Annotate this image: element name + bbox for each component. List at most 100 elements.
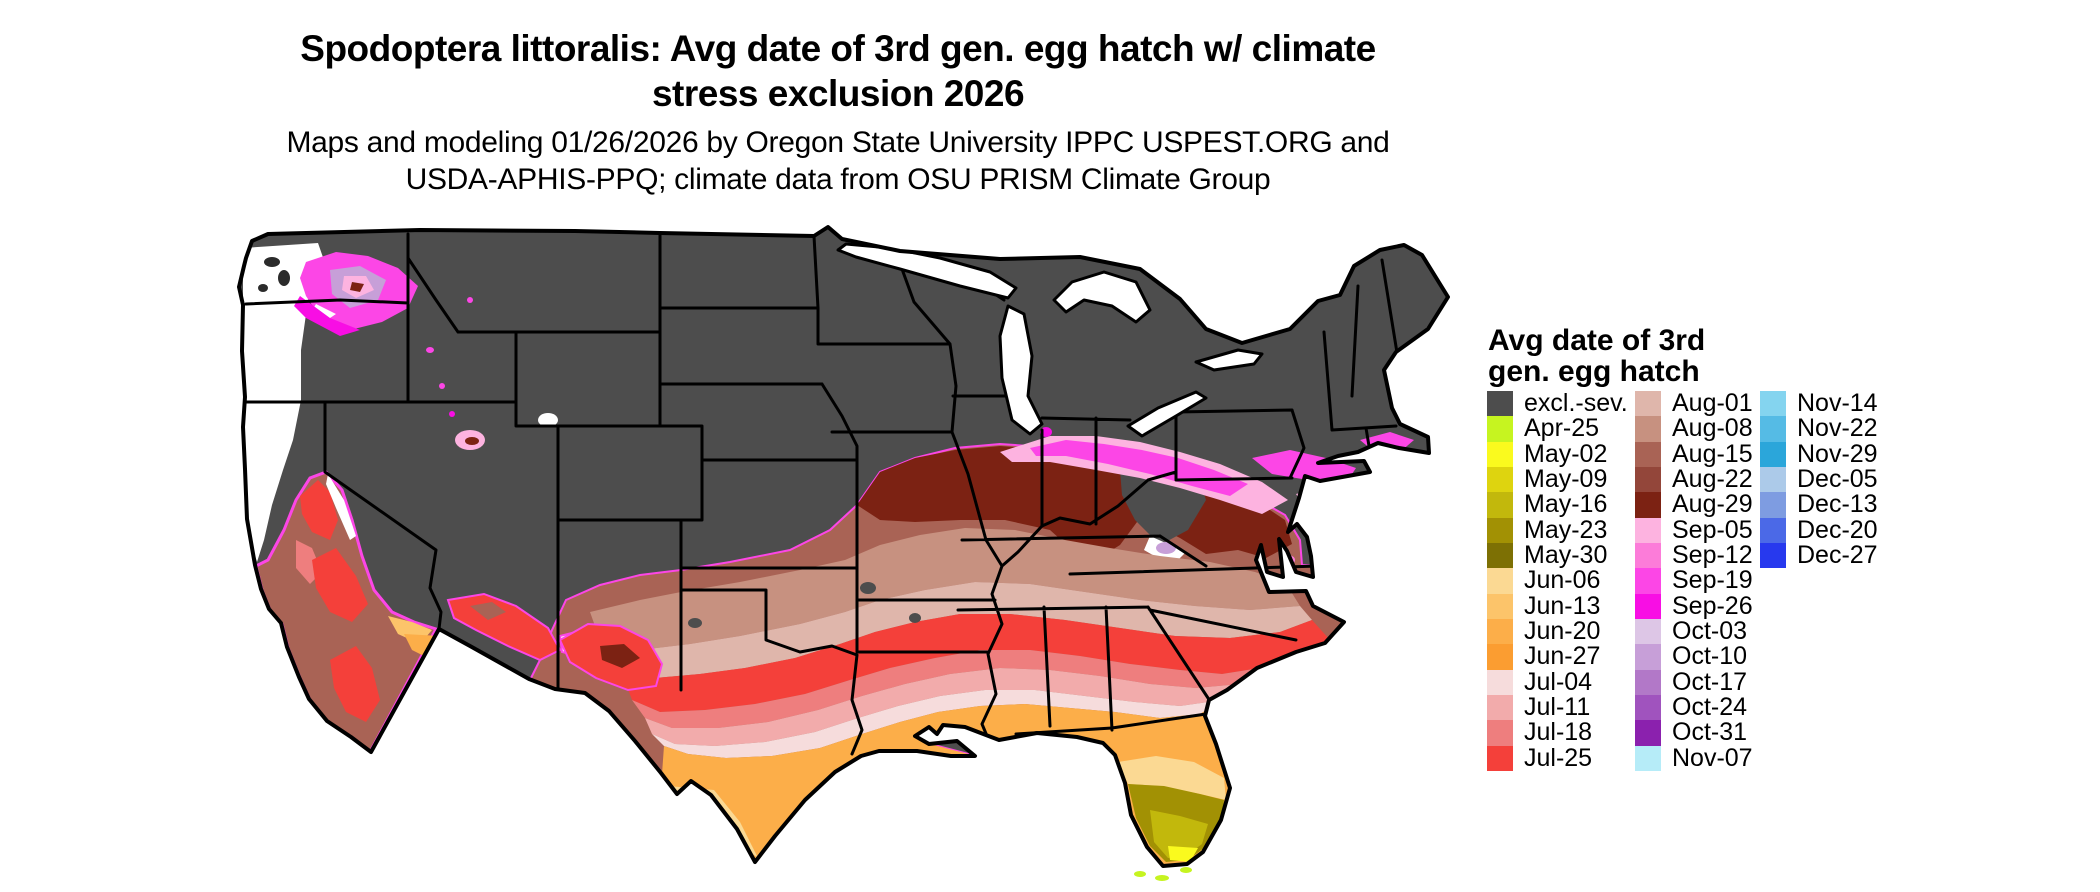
- legend-swatch: [1487, 694, 1513, 721]
- legend-label: Nov-29: [1797, 439, 1878, 468]
- legend-swatch: [1760, 492, 1786, 518]
- legend-swatch: [1635, 669, 1661, 695]
- legend-label: Dec-05: [1797, 465, 1878, 494]
- legend-entry: Nov-14: [1760, 391, 1878, 417]
- legend-entry: Jul-25: [1487, 745, 1628, 771]
- legend-swatch: [1635, 644, 1661, 670]
- legend-entry: Dec-20: [1760, 515, 1878, 544]
- legend-label: Jul-11: [1524, 693, 1591, 722]
- legend-label: Jun-20: [1524, 617, 1601, 646]
- legend-entry: Sep-05: [1635, 517, 1753, 543]
- legend-label: Aug-15: [1672, 439, 1753, 468]
- legend-label: Oct-31: [1672, 718, 1748, 747]
- legend-label: Nov-22: [1797, 414, 1878, 443]
- lake-michigan: [998, 304, 1044, 436]
- legend-label: Dec-27: [1797, 541, 1878, 570]
- legend-swatch: [1635, 466, 1661, 493]
- legend-swatch: [1635, 720, 1661, 746]
- legend-entry: Aug-15: [1635, 439, 1753, 468]
- legend-label: Dec-20: [1797, 515, 1878, 544]
- legend-label: Jun-13: [1524, 591, 1601, 620]
- legend-entry: Aug-29: [1635, 490, 1753, 519]
- legend-swatch: [1487, 669, 1513, 695]
- map-region-excl-spot: [909, 613, 921, 623]
- map-region-jul04-band: [652, 690, 1222, 758]
- legend-label: Jun-06: [1524, 566, 1601, 595]
- legend-swatch: [1487, 618, 1513, 645]
- map-subtitle: Maps and modeling 01/26/2026 by Oregon S…: [188, 124, 1488, 198]
- legend-entry: Sep-19: [1635, 566, 1753, 595]
- map-speck: [449, 411, 455, 417]
- florida-keys: [1155, 875, 1169, 881]
- map-region-ca-valley-south: [312, 548, 368, 622]
- map-region-ca-valley-north: [300, 480, 338, 540]
- map-region-nv-pocket-core: [465, 437, 479, 445]
- legend-swatch: [1487, 492, 1513, 518]
- us-outline: [237, 225, 1450, 868]
- legend-swatch: [1487, 568, 1513, 594]
- legend-entry: May-02: [1487, 441, 1628, 467]
- legend-label: Sep-12: [1672, 541, 1753, 570]
- legend-swatch: [1635, 568, 1661, 594]
- legend-title-line-1: Avg date of 3rd: [1488, 324, 1706, 357]
- legend-label: Aug-01: [1672, 389, 1753, 418]
- legend-swatch: [1635, 416, 1661, 442]
- legend-swatch: [1635, 542, 1661, 569]
- map-fills: [239, 227, 1448, 866]
- map-region-pnw-magenta-strip: [294, 296, 360, 336]
- map-region-jul11-band: [645, 668, 1240, 746]
- map-region-fl-olive2: [1150, 810, 1208, 858]
- legend-entry: Sep-12: [1635, 541, 1753, 570]
- legend-entry: Oct-17: [1635, 667, 1753, 696]
- legend-swatch: [1487, 416, 1513, 442]
- legend-label: Jun-27: [1524, 642, 1601, 671]
- legend-entry: Dec-05: [1760, 465, 1878, 494]
- legend-entry: Nov-07: [1635, 745, 1753, 771]
- legend-swatch: [1487, 441, 1513, 467]
- legend-swatch: [1760, 391, 1786, 417]
- legend-entry: May-16: [1487, 492, 1628, 518]
- legend-entry: Jun-27: [1487, 642, 1628, 671]
- legend-label: Jul-04: [1524, 667, 1593, 696]
- legend-swatch: [1635, 391, 1661, 417]
- title-line-1: Spodoptera littoralis: Avg date of 3rd g…: [300, 28, 1376, 69]
- legend-entry: Nov-29: [1760, 439, 1878, 468]
- legend-entry: Jul-18: [1487, 720, 1628, 746]
- lake-erie: [1126, 390, 1208, 438]
- legend-swatch: [1487, 745, 1513, 771]
- map-region-sep19-blobs: [1030, 440, 1248, 496]
- legend-swatch: [1635, 694, 1661, 721]
- legend-swatch: [1487, 517, 1513, 543]
- legend-entry: Aug-08: [1635, 416, 1753, 442]
- map-region-sep19-pa: [1252, 450, 1356, 486]
- puget-sound-detail: [258, 284, 268, 292]
- subtitle-line-2: USDA-APHIS-PPQ; climate data from OSU PR…: [405, 163, 1271, 196]
- map-region-fl-yellow-tip: [1168, 846, 1198, 862]
- legend-label: Sep-19: [1672, 566, 1753, 595]
- legend-title-line-2: gen. egg hatch: [1488, 355, 1700, 388]
- legend-entry: Jul-04: [1487, 667, 1628, 696]
- legend-label: Oct-03: [1672, 617, 1748, 646]
- map-region-salt-lake: [538, 413, 558, 427]
- map-speck: [426, 347, 434, 353]
- map-region-az-brown: [470, 602, 506, 620]
- lake-huron: [1052, 270, 1152, 324]
- legend-title: Avg date of 3rd gen. egg hatch: [1488, 325, 1705, 387]
- legend-entry: Jul-11: [1487, 693, 1628, 722]
- map-region-pnw-brown-speck: [350, 282, 364, 292]
- legend-swatch: [1635, 618, 1661, 645]
- legend-swatch: [1760, 466, 1786, 493]
- legend-entry: Aug-22: [1635, 466, 1753, 493]
- legend-label: Oct-17: [1672, 667, 1748, 696]
- legend-entry: Aug-01: [1635, 389, 1753, 418]
- map-region-sierra-white: [326, 474, 356, 540]
- legend-label: Oct-24: [1672, 693, 1748, 722]
- legend-entry: Oct-10: [1635, 642, 1753, 671]
- map-title: Spodoptera littoralis: Avg date of 3rd g…: [188, 26, 1488, 116]
- legend-entry: Dec-27: [1760, 541, 1878, 570]
- map-region-excl-spot: [860, 582, 876, 594]
- legend-label: Oct-10: [1672, 642, 1748, 671]
- legend-label: Aug-29: [1672, 490, 1753, 519]
- florida-keys: [1180, 867, 1192, 873]
